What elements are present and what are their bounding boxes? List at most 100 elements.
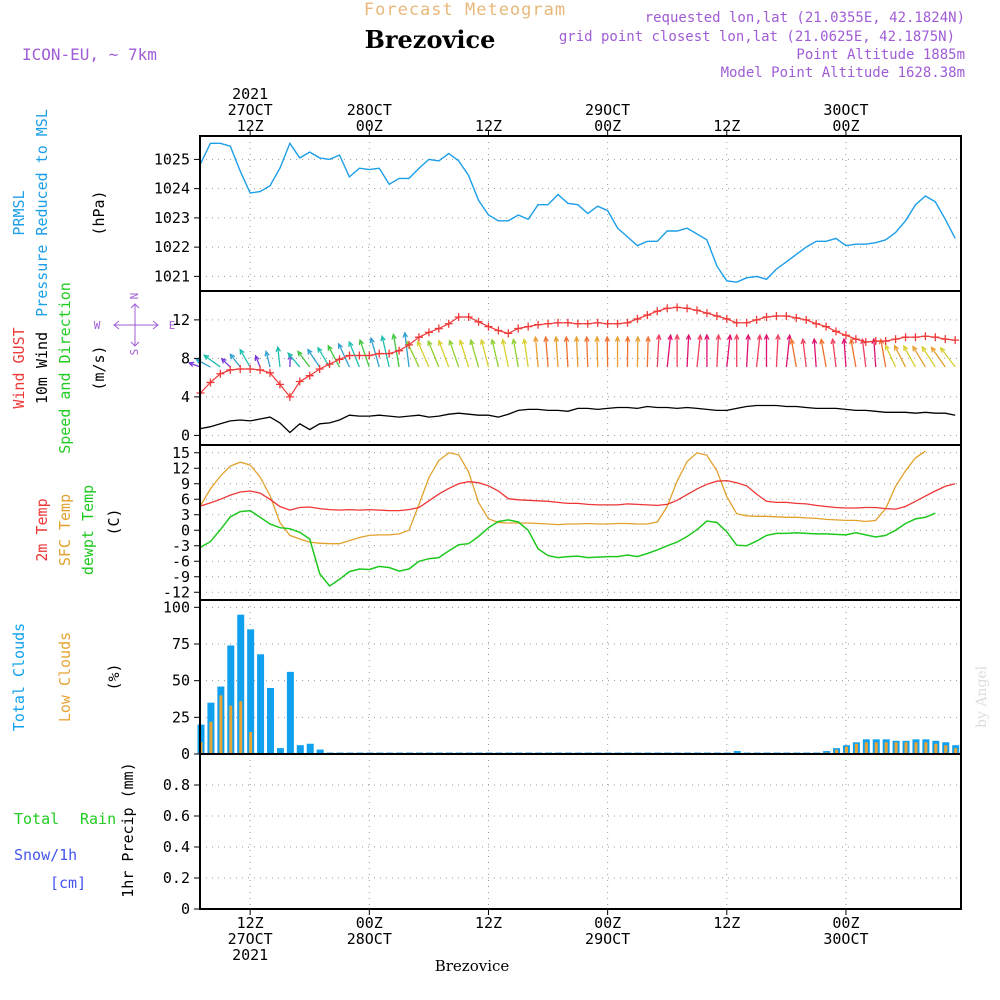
low-cloud-bar (904, 742, 908, 754)
wind-arrow (203, 354, 221, 368)
wind10m-label: 10m Wind (33, 332, 51, 404)
temp2m-line (200, 479, 956, 512)
wind-arrow (338, 343, 351, 368)
gust-marker (216, 369, 225, 378)
gust-marker (484, 322, 493, 331)
xtick-label-top: 00Z (356, 117, 383, 135)
wind-arrow-head (733, 333, 740, 340)
wind-arrow (555, 337, 559, 368)
gust-marker (553, 318, 562, 327)
ytick-label-temperature: -12 (163, 583, 190, 601)
wind-arrow (327, 345, 341, 368)
gust-marker (226, 365, 235, 374)
gust-marker (504, 329, 513, 338)
wind-arrow-head (878, 338, 885, 345)
gust-marker (365, 351, 374, 360)
wind-arrow (565, 337, 569, 368)
wind-arrow (716, 335, 720, 368)
wind-arrow-head (307, 348, 313, 355)
temperature-labels: 2m Temp SFC Temp dewpt Temp (C) (33, 485, 123, 575)
wind-arrow-head (884, 343, 890, 351)
total-cloud-bar (296, 745, 304, 754)
gust-marker (325, 360, 334, 369)
total-cloud-bar (316, 749, 324, 754)
ytick-label-clouds: 75 (172, 635, 190, 653)
gust-marker (603, 319, 612, 328)
wind-arrow (534, 337, 539, 368)
wind-arrow-head (437, 339, 444, 346)
pressure-labels: PRMSL Pressure Reduced to MSL (hPa) (10, 109, 108, 317)
low-cloud-bar (239, 701, 243, 754)
ytick-label-temperature: 15 (172, 444, 190, 462)
wind-arrow (843, 339, 847, 368)
wind-arrow (646, 336, 649, 368)
wind-arrow (894, 345, 907, 368)
gust-marker (762, 312, 771, 321)
gust-marker (385, 349, 394, 358)
xtick-label-top: 00Z (832, 117, 859, 135)
wind-arrow (523, 339, 529, 368)
wind-arrow (512, 339, 519, 368)
xtick-label-bottom: 27OCT (228, 930, 273, 948)
gust-marker (524, 322, 533, 331)
wind-arrow-head (939, 346, 946, 353)
gust-marker (266, 368, 275, 377)
wind-arrow (491, 339, 500, 368)
gust-marker (653, 307, 662, 316)
ytick-label-clouds: 25 (172, 708, 190, 726)
wind-arrow-head (348, 340, 354, 348)
wind-arrow (417, 341, 430, 368)
gust-marker (474, 317, 483, 326)
wind-arrow (850, 339, 857, 368)
wind-arrow-head (667, 333, 673, 341)
wind-arrow-head (511, 338, 517, 345)
low-cloud-bar (914, 742, 918, 754)
gust-marker (832, 327, 841, 336)
ytick-label-temperature: 9 (181, 475, 190, 493)
xtick-label-top: 29OCT (585, 101, 630, 119)
prmsl-label: PRMSL (10, 190, 28, 235)
gust-marker (802, 315, 811, 324)
total-cloud-bar (247, 629, 255, 754)
gust-marker (315, 364, 324, 373)
forecast-title: Forecast Meteogram (364, 0, 566, 20)
wind-arrow (545, 337, 549, 368)
total-cloud-bar (257, 654, 265, 754)
wind-arrow-head (391, 333, 397, 340)
wind-arrow-head (789, 338, 795, 345)
wind-arrow-head (416, 340, 422, 347)
gust-marker (464, 312, 473, 321)
point-altitude: Point Altitude 1885m (796, 47, 965, 63)
wind-arrow (502, 339, 509, 368)
gust-marker (822, 322, 831, 331)
xtick-label-top: 00Z (594, 117, 621, 135)
xtick-label-top: 28OCT (347, 101, 392, 119)
ytick-label-temperature: 3 (181, 506, 190, 524)
wind-arrow-head (402, 331, 409, 338)
gust-marker (792, 313, 801, 322)
hpa-unit-label: (hPa) (90, 190, 108, 235)
gust-marker (206, 378, 215, 387)
gust-marker (285, 392, 294, 401)
wind-arrow-head (229, 353, 236, 360)
total-cloud-bar (267, 688, 275, 754)
gust-marker (752, 315, 761, 324)
gust-marker (514, 324, 523, 333)
gust-marker (544, 319, 553, 328)
gust-marker (941, 335, 950, 344)
wind-arrow (666, 335, 672, 368)
gust-marker (444, 319, 453, 328)
bottom-station-label: Brezovice (435, 957, 510, 975)
chart-marks (187, 141, 961, 910)
precip-labels: Total Rain Snow/1h [cm] 1hr Precip (mm) (14, 762, 137, 897)
ytick-label-pressure: 1022 (154, 238, 190, 256)
gridlines (200, 136, 961, 910)
total-clouds-label: Total Clouds (10, 623, 28, 731)
gust-marker (375, 349, 384, 358)
ytick-label-pressure: 1021 (154, 267, 190, 285)
low-cloud-bar (219, 695, 223, 754)
gust-marker (772, 312, 781, 321)
wind-arrow-head (903, 344, 909, 352)
rain-label: Rain (80, 810, 116, 828)
gust-marker (812, 319, 821, 328)
